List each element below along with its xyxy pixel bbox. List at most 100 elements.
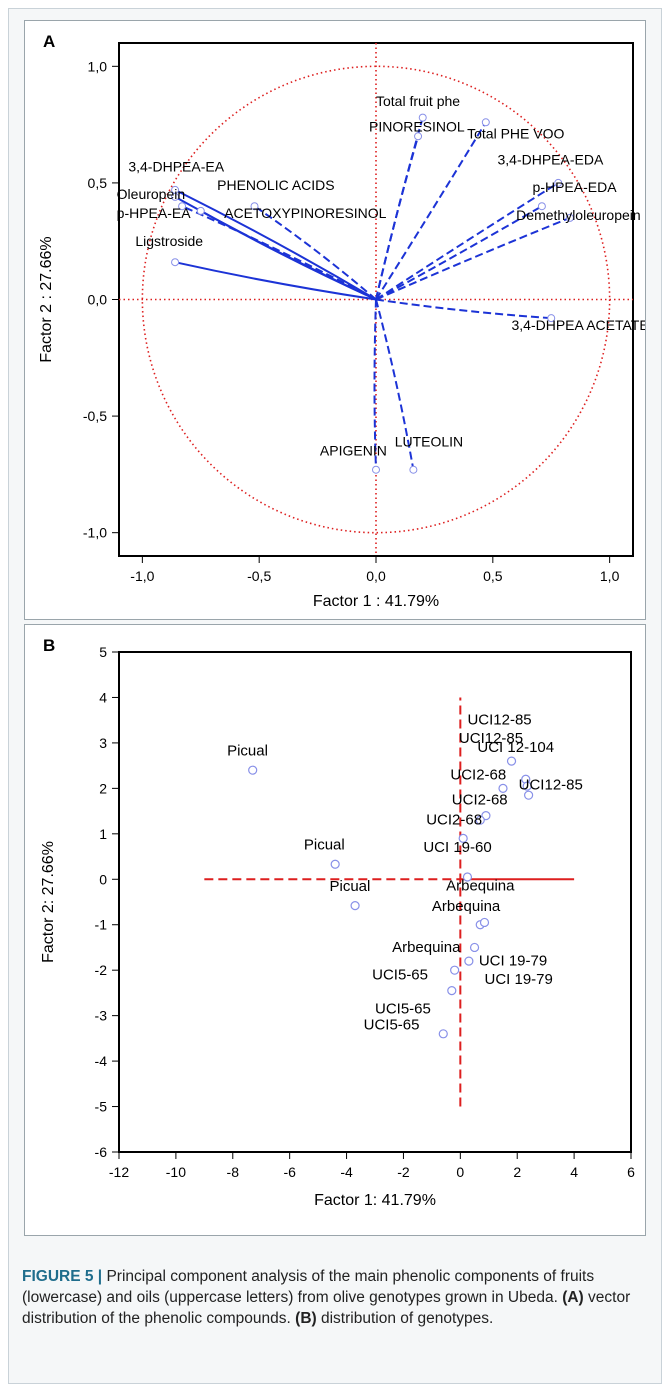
vector-line xyxy=(174,261,377,301)
x-tick-label: 4 xyxy=(570,1164,578,1180)
genotype-label: UCI5-65 xyxy=(375,1000,431,1017)
x-tick-label: -10 xyxy=(166,1164,186,1180)
vector-line xyxy=(375,298,552,320)
genotype-label: UCI 19-60 xyxy=(423,839,491,856)
vector-endpoint xyxy=(414,132,423,141)
vector-label: Demethyloleuropein xyxy=(516,207,641,223)
genotype-point xyxy=(522,781,532,791)
vector-endpoint xyxy=(171,258,180,267)
x-tick-label: -4 xyxy=(340,1164,353,1180)
genotype-point xyxy=(458,833,468,843)
y-tick-label: -1,0 xyxy=(83,525,107,541)
genotype-label: UCI2-68 xyxy=(450,766,506,783)
x-tick-label: -8 xyxy=(227,1164,240,1180)
vector-label: Oleuropein xyxy=(117,186,186,202)
x-tick-label: 6 xyxy=(627,1164,635,1180)
genotype-point xyxy=(464,956,474,966)
vector-endpoint xyxy=(250,202,259,211)
genotype-point xyxy=(438,1029,448,1039)
vector-label: PINORESINOL xyxy=(369,119,465,135)
vector-line xyxy=(375,216,571,301)
plot-frame xyxy=(118,651,632,1153)
genotype-label: UCI5-65 xyxy=(364,1016,420,1033)
caption-part-a-text: vector distribution of the phenolic comp… xyxy=(22,1289,631,1327)
vector-label: p-HPEA-EA xyxy=(117,205,192,221)
vector-endpoint xyxy=(409,465,418,474)
vector-line xyxy=(375,299,415,470)
genotype-point xyxy=(450,965,460,975)
genotype-label: Picual xyxy=(304,837,345,854)
chart-b: B -12 -10 -8 -6 -4 -2 0 2 4 6 5 4 3 2 1 0 -1 -2 -3 -4 -5 -6 Fac… xyxy=(40,636,635,1209)
y-axis-label: Factor 2 : 27.66% xyxy=(38,236,55,362)
x-tick-label: 0,5 xyxy=(483,568,503,584)
vector-endpoint xyxy=(171,192,180,201)
vector-line xyxy=(375,121,487,301)
genotype-label: UCI5-65 xyxy=(372,966,428,983)
y-tick-label: -4 xyxy=(95,1053,108,1069)
panel-label: B xyxy=(43,636,55,655)
vector-label: Total PHE VOO xyxy=(467,126,564,142)
vector-label: p-HPEA-EDA xyxy=(533,179,618,195)
genotype-point xyxy=(447,986,457,996)
genotype-point xyxy=(248,765,258,775)
caption-part-b-text: distribution of genotypes. xyxy=(316,1310,494,1327)
y-tick-label: -0,5 xyxy=(83,408,107,424)
vector-label: PHENOLIC ACIDS xyxy=(217,177,334,193)
y-tick-label: 0,5 xyxy=(88,175,108,191)
y-tick-label: 3 xyxy=(99,735,107,751)
genotype-label: Arbequina xyxy=(432,898,501,915)
figure-caption: FIGURE 5 | Principal component analysis … xyxy=(22,1266,652,1329)
vector-endpoint xyxy=(554,178,563,187)
genotype-label: Arbequina xyxy=(392,939,461,956)
vector-endpoint xyxy=(481,118,490,127)
x-tick-label: 1,0 xyxy=(600,568,620,584)
genotype-label: UCI12-85 xyxy=(467,712,531,729)
vector-line xyxy=(181,205,377,301)
genotype-point xyxy=(350,901,360,911)
y-tick-label: -3 xyxy=(95,1008,108,1024)
genotype-label: UCI 12-104 xyxy=(477,739,554,756)
genotype-point xyxy=(479,917,490,928)
x-tick-label: 0,0 xyxy=(366,568,386,584)
genotype-point xyxy=(498,783,508,793)
genotype-label: Picual xyxy=(329,878,370,895)
vector-label: ACETOXYPINORESINOL xyxy=(224,205,387,221)
vector-label: Ligstroside xyxy=(135,233,203,249)
genotype-label: UCI12-85 xyxy=(519,776,583,793)
y-tick-label: 1 xyxy=(99,826,107,842)
vector-endpoint xyxy=(196,206,205,215)
y-tick-label: 0 xyxy=(99,871,107,887)
x-tick-label: -0,5 xyxy=(247,568,271,584)
genotype-point xyxy=(462,872,473,882)
vector-line xyxy=(375,182,559,301)
y-tick-label: -6 xyxy=(95,1144,108,1160)
genotype-point xyxy=(524,790,534,800)
vector-label: APIGENIN xyxy=(320,443,387,459)
x-tick-label: 0 xyxy=(456,1164,464,1180)
panel-b: B -12 -10 -8 -6 -4 -2 0 2 4 6 5 4 3 2 1 0 -1 -2 -3 -4 -5 -6 Fac… xyxy=(24,624,646,1236)
x-tick-label: -1,0 xyxy=(130,568,154,584)
vector-line xyxy=(200,210,377,301)
y-tick-label: 4 xyxy=(99,689,107,705)
x-tick-label: -6 xyxy=(283,1164,296,1180)
caption-text: Principal component analysis of the main… xyxy=(22,1268,595,1306)
genotype-label: UCI 19-79 xyxy=(485,971,553,988)
y-tick-label: 0,0 xyxy=(88,292,108,308)
vector-label: Total fruit phe xyxy=(376,93,460,109)
vector-line xyxy=(174,189,377,301)
vector-label: 3,4-DHPEA-EDA xyxy=(497,151,603,167)
genotype-point xyxy=(475,815,485,825)
vector-line xyxy=(375,135,420,300)
chart-a: A -1,0 -0,5 0,0 0,5 1,0 1,0 0,5 0,0 -0,5 -1,0 Facto… xyxy=(38,32,649,610)
vector-line xyxy=(253,205,377,301)
x-tick-label: 2 xyxy=(513,1164,521,1180)
y-tick-label: -2 xyxy=(95,962,108,978)
vector-label: 3,4-DHPEA-EA xyxy=(128,158,224,174)
panel-a: A -1,0 -0,5 0,0 0,5 1,0 1,0 0,5 0,0 -0,5 -1,0 Facto… xyxy=(24,20,649,620)
x-axis-label: Factor 1 : 41.79% xyxy=(313,593,439,610)
genotype-label: UCI 19-79 xyxy=(479,953,547,970)
y-tick-label: -5 xyxy=(95,1099,108,1115)
x-tick-label: -12 xyxy=(109,1164,129,1180)
genotype-label: UCI2-68 xyxy=(426,812,482,829)
